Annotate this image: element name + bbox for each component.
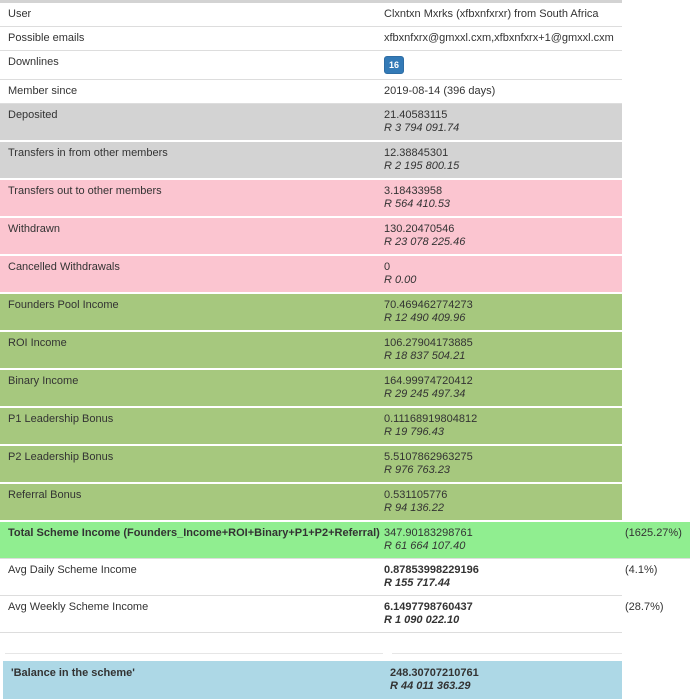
row-label: Possible emails xyxy=(0,27,383,51)
table-row-referral-bonus: Referral Bonus 0.531105776 R 94 136.22 xyxy=(0,484,690,522)
row-value-primary: 0.531105776 xyxy=(384,489,448,501)
row-value-primary: 106.27904173885 xyxy=(384,337,473,349)
row-label: User xyxy=(0,3,383,27)
row-label: Cancelled Withdrawals xyxy=(0,256,383,294)
table-row-avg-weekly-scheme-income: Avg Weekly Scheme Income 6.1497798760437… xyxy=(0,596,690,633)
table-row-founders-pool-income: Founders Pool Income 70.469462774273 R 1… xyxy=(0,294,690,332)
row-label: P2 Leadership Bonus xyxy=(0,446,383,484)
table-row-cancelled-withdrawals: Cancelled Withdrawals 0 R 0.00 xyxy=(0,256,690,294)
row-label: Avg Weekly Scheme Income xyxy=(0,596,383,633)
row-label: ROI Income xyxy=(0,332,383,370)
table-row-withdrawn: Withdrawn 130.20470546 R 23 078 225.46 xyxy=(0,218,690,256)
row-value-primary: 6.1497798760437 xyxy=(384,601,473,613)
row-value-primary: 12.38845301 xyxy=(384,147,449,159)
row-value-primary: 0 xyxy=(384,261,391,273)
row-value-primary: 347.90183298761 xyxy=(384,527,473,539)
downlines-count-badge[interactable]: 16 xyxy=(384,56,405,74)
table-row-avg-daily-scheme-income: Avg Daily Scheme Income 0.87853998229196… xyxy=(0,559,690,596)
member-summary-table: User Clxntxn Mxrks (xfbxnfxrxr) from Sou… xyxy=(0,3,697,699)
row-label: 'Balance in the scheme' xyxy=(3,661,389,699)
row-label: Binary Income xyxy=(0,370,383,408)
table-row-user: User Clxntxn Mxrks (xfbxnfxrxr) from Sou… xyxy=(0,3,690,27)
row-value-rand: R 12 490 409.96 xyxy=(384,312,466,324)
row-label: Founders Pool Income xyxy=(0,294,383,332)
row-percent: (1625.27%) xyxy=(622,522,690,559)
table-row-downlines: Downlines 16 xyxy=(0,51,690,80)
row-value-primary: 21.40583115 xyxy=(384,109,448,121)
row-value-rand: R 44 011 363.29 xyxy=(390,680,471,692)
table-row-transfers-in: Transfers in from other members 12.38845… xyxy=(0,142,690,180)
table-top-strip xyxy=(0,0,622,3)
row-value-rand: R 29 245 497.34 xyxy=(384,388,466,400)
row-value-rand: R 155 717.44 xyxy=(384,577,451,589)
row-label: Avg Daily Scheme Income xyxy=(0,559,383,596)
row-value-rand: R 18 837 504.21 xyxy=(384,350,466,362)
row-label: Transfers in from other members xyxy=(0,142,383,180)
row-value-rand: R 19 796.43 xyxy=(384,426,444,438)
table-row-roi-income: ROI Income 106.27904173885 R 18 837 504.… xyxy=(0,332,690,370)
row-label: Deposited xyxy=(0,104,383,142)
row-label: Downlines xyxy=(0,51,383,80)
empty-spacer-row xyxy=(0,633,697,654)
row-label: P1 Leadership Bonus xyxy=(0,408,383,446)
table-row-deposited: Deposited 21.40583115 R 3 794 091.74 xyxy=(0,104,690,142)
table-row-balance-in-scheme: 'Balance in the scheme' 248.30707210761 … xyxy=(3,661,628,699)
row-percent: (4.1%) xyxy=(625,564,658,576)
row-label: Member since xyxy=(0,80,383,104)
row-label: Referral Bonus xyxy=(0,484,383,522)
row-value: xfbxnfxrx@gmxxl.cxm,xfbxnfxrx+1@gmxxl.cx… xyxy=(383,27,622,51)
row-value-primary: 70.469462774273 xyxy=(384,299,473,311)
row-label: Total Scheme Income (Founders_Income+ROI… xyxy=(0,522,383,559)
row-value-rand: R 976 763.23 xyxy=(384,464,451,476)
row-value-primary: 164.99974720412 xyxy=(384,375,473,387)
table-row-total-scheme-income: Total Scheme Income (Founders_Income+ROI… xyxy=(0,522,690,559)
table-row-p1-leadership-bonus: P1 Leadership Bonus 0.11168919804812 R 1… xyxy=(0,408,690,446)
row-percent: (28.7%) xyxy=(625,601,664,613)
row-value-rand: R 2 195 800.15 xyxy=(384,160,460,172)
row-value-primary: 5.5107862963275 xyxy=(384,451,473,463)
row-value-rand: R 23 078 225.46 xyxy=(384,236,466,248)
table-row-binary-income: Binary Income 164.99974720412 R 29 245 4… xyxy=(0,370,690,408)
table-row-member-since: Member since 2019-08-14 (396 days) xyxy=(0,80,690,104)
table-row-transfers-out: Transfers out to other members 3.1843395… xyxy=(0,180,690,218)
table-row-possible-emails: Possible emails xfbxnfxrx@gmxxl.cxm,xfbx… xyxy=(0,27,690,51)
row-value-rand: R 94 136.22 xyxy=(384,502,444,514)
row-value-rand: R 3 794 091.74 xyxy=(384,122,460,134)
row-value-primary: 248.30707210761 xyxy=(390,667,479,679)
row-value-primary: 0.11168919804812 xyxy=(384,413,478,425)
table-row-p2-leadership-bonus: P2 Leadership Bonus 5.5107862963275 R 97… xyxy=(0,446,690,484)
row-value-primary: 0.87853998229196 xyxy=(384,564,479,576)
row-value-rand: R 564 410.53 xyxy=(384,198,451,210)
row-label: Withdrawn xyxy=(0,218,383,256)
row-value-rand: R 1 090 022.10 xyxy=(384,614,460,626)
row-value: 2019-08-14 (396 days) xyxy=(383,80,622,104)
row-value-primary: 130.20470546 xyxy=(384,223,455,235)
row-value-rand: R 0.00 xyxy=(384,274,417,286)
row-value: Clxntxn Mxrks (xfbxnfxrxr) from South Af… xyxy=(383,3,622,27)
row-label: Transfers out to other members xyxy=(0,180,383,218)
row-value-primary: 3.18433958 xyxy=(384,185,443,197)
row-value-rand: R 61 664 107.40 xyxy=(384,540,466,552)
